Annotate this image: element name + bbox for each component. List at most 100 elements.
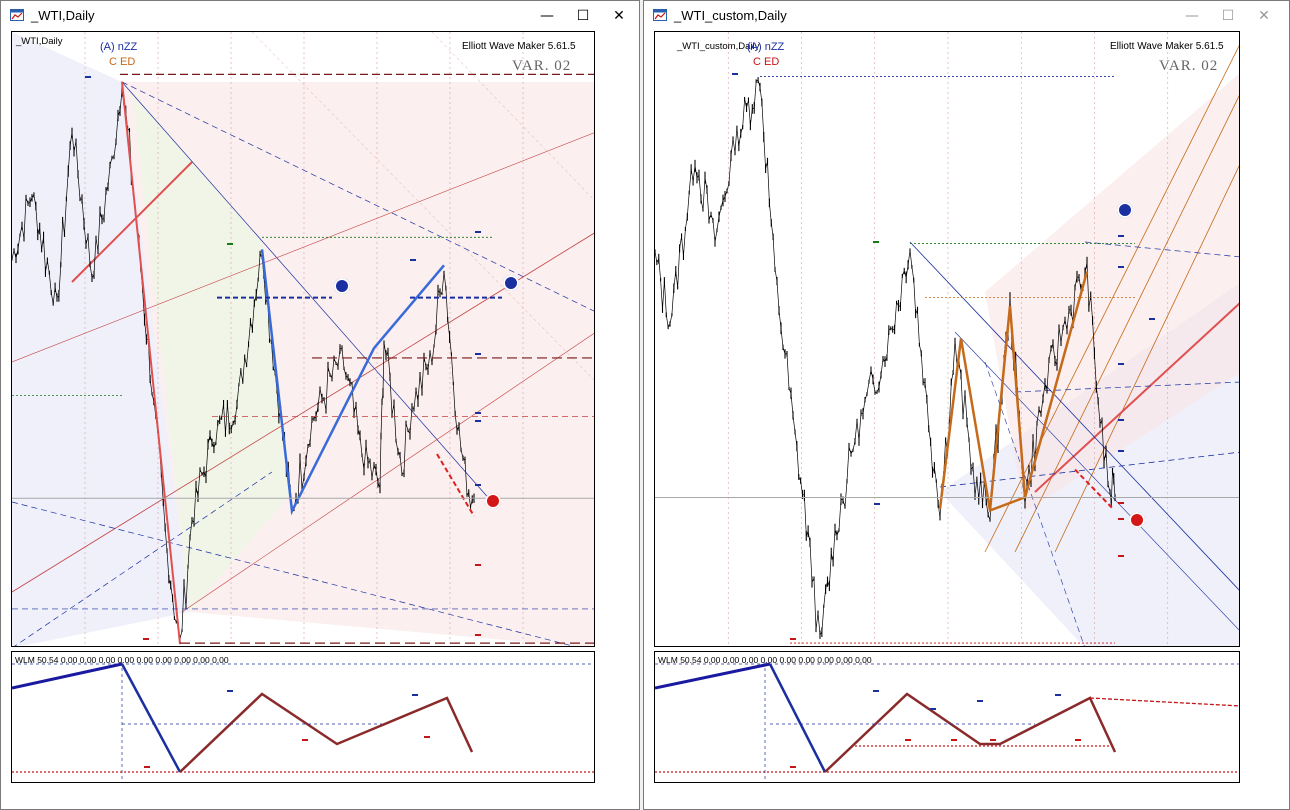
price-level-box (1118, 235, 1124, 237)
wave-subtitle: C ED (109, 56, 136, 68)
channel-line (984, 45, 1239, 553)
price-level-box (475, 634, 481, 636)
chart-window-icon (10, 9, 24, 21)
wlm-line (12, 662, 123, 690)
channel-line (1054, 165, 1239, 553)
price-level-box (475, 564, 481, 566)
price-level-box (475, 231, 481, 233)
wave-subtitle: C ED (753, 56, 780, 68)
price-level-box (410, 259, 416, 261)
channel-line (12, 501, 575, 646)
price-line (12, 90, 475, 640)
wave-title: (A) nZZ (100, 41, 138, 53)
minimize-button[interactable]: — (540, 8, 554, 24)
price-level-box (1118, 450, 1124, 452)
price-level-box (874, 503, 880, 505)
channel-line (14, 471, 273, 646)
channel-line (984, 361, 1085, 646)
close-button[interactable]: ✕ (1258, 8, 1270, 24)
symbol-label: _WTI_custom,Daily (677, 41, 760, 52)
channel-line (121, 81, 493, 503)
channel-line (251, 32, 594, 381)
subwindow-axis (595, 651, 633, 783)
wlm-line (655, 662, 771, 690)
price-chart[interactable] (12, 32, 595, 647)
indicator-subwindow[interactable]: WLM 50.54 0.00 0.00 0.00 0.00 0.00 0.00 … (11, 651, 595, 783)
channel-line (1014, 381, 1239, 393)
price-level-box (475, 353, 481, 355)
time-axis[interactable] (654, 783, 1240, 801)
wave-marker (1129, 512, 1145, 528)
wave-abc-line (938, 271, 1089, 513)
wave-marker (485, 493, 501, 509)
wlm-value-box (990, 739, 996, 741)
wlm-value-box (905, 739, 911, 741)
price-level-box (475, 420, 481, 422)
wlm-indicator (655, 662, 1239, 782)
price-level-box (1118, 518, 1124, 520)
wave-marker (334, 278, 350, 294)
channel-line (71, 161, 193, 283)
price-level-box (1118, 555, 1124, 557)
fib-zone-green (132, 92, 292, 612)
price-axis[interactable] (1240, 31, 1278, 647)
price-level-box (1149, 318, 1155, 320)
wave-marker (1117, 202, 1133, 218)
price-level-box (1118, 502, 1124, 504)
wlm-value-box (227, 690, 233, 692)
variant-label: VAR. 02 (512, 58, 572, 74)
channel-line (12, 132, 594, 363)
wave-abc-line (260, 249, 445, 516)
wlm-value-box (977, 700, 983, 702)
price-level-box (873, 241, 879, 243)
target-line (436, 453, 475, 517)
close-button[interactable]: ✕ (613, 8, 625, 24)
indicator-subwindow[interactable]: WLM 50.54 0.00 0.00 0.00 0.00 0.00 0.00 … (654, 651, 1240, 783)
wlm-line (179, 692, 474, 773)
minimize-button[interactable]: — (1185, 8, 1199, 24)
window-title: _WTI,Daily (31, 8, 95, 23)
chart-window-left[interactable]: _WTI,Daily — ☐ ✕ _WTI,Daily Elliott Wave… (0, 0, 640, 810)
price-level-box (732, 73, 738, 75)
price-line (655, 79, 1116, 636)
wlm-line (1089, 697, 1239, 707)
wlm-value-box (930, 708, 936, 710)
maximize-button[interactable]: ☐ (576, 8, 590, 24)
price-axis[interactable] (595, 31, 633, 647)
time-axis[interactable] (11, 783, 595, 801)
channel-line (1084, 241, 1239, 258)
subwindow-axis (1240, 651, 1278, 783)
channel-line (1034, 302, 1239, 493)
price-level-box (1118, 419, 1124, 421)
indicator-name: Elliott Wave Maker 5.61.5 (462, 41, 576, 52)
wlm-value-box (1055, 694, 1061, 696)
channel-line (909, 241, 1239, 591)
wlm-line (120, 663, 182, 773)
main-chart-area[interactable]: _WTI,Daily Elliott Wave Maker 5.61.5 VAR… (11, 31, 595, 647)
wlm-value-box (1075, 739, 1081, 741)
indicator-name: Elliott Wave Maker 5.61.5 (1110, 41, 1224, 52)
price-level-box (475, 412, 481, 414)
fib-zone-red (985, 73, 1239, 512)
wlm-value-box (951, 739, 957, 741)
symbol-label: _WTI,Daily (16, 36, 63, 47)
channel-line (121, 81, 594, 312)
title-bar[interactable]: _WTI,Daily — ☐ ✕ (1, 1, 639, 31)
maximize-button[interactable]: ☐ (1221, 8, 1235, 24)
wave-marker (503, 275, 519, 291)
wave-title: (A) nZZ (747, 41, 785, 53)
price-level-box (85, 76, 91, 78)
title-bar[interactable]: _WTI_custom,Daily — ☐ ✕ (644, 1, 1289, 31)
variant-label: VAR. 02 (1159, 58, 1219, 74)
price-level-box (475, 484, 481, 486)
wlm-line (824, 692, 1117, 773)
wlm-value-box (302, 739, 308, 741)
price-level-box (227, 243, 233, 245)
wlm-indicator (12, 662, 594, 782)
price-chart[interactable] (655, 32, 1240, 647)
wlm-value-box (873, 690, 879, 692)
chart-window-right[interactable]: _WTI_custom,Daily — ☐ ✕ _WTI_custom,Dail… (643, 0, 1290, 810)
subwindow-header: WLM 50.54 0.00 0.00 0.00 0.00 0.00 0.00 … (15, 655, 229, 665)
main-chart-area[interactable]: _WTI_custom,Daily Elliott Wave Maker 5.6… (654, 31, 1240, 647)
window-title: _WTI_custom,Daily (674, 8, 787, 23)
